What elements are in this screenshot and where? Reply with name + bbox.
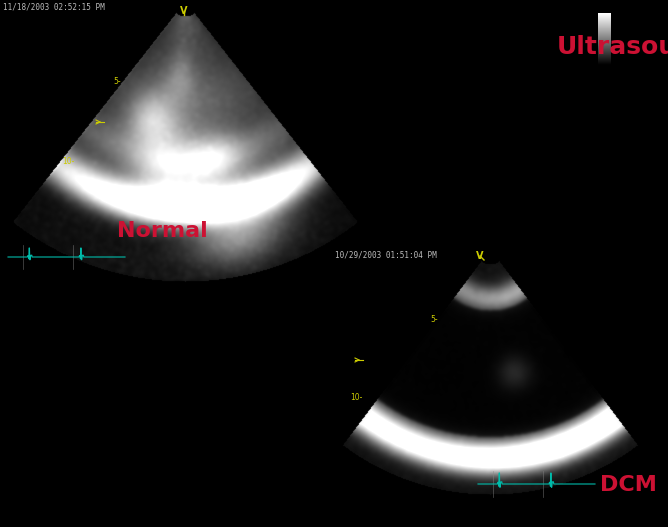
Text: 10-: 10- [350, 393, 362, 402]
Text: V: V [180, 6, 188, 16]
Text: Ultrasound: Ultrasound [557, 35, 668, 59]
Text: 5-: 5- [113, 77, 121, 86]
Text: 10/29/2003 01:51:04 PM: 10/29/2003 01:51:04 PM [335, 250, 437, 259]
Text: 5-: 5- [430, 316, 438, 325]
Text: DCM: DCM [600, 475, 657, 495]
Text: 10-: 10- [62, 158, 74, 167]
Text: V: V [476, 251, 484, 261]
Text: 11/18/2003 02:52:15 PM: 11/18/2003 02:52:15 PM [3, 3, 105, 12]
Text: Normal: Normal [117, 221, 207, 241]
